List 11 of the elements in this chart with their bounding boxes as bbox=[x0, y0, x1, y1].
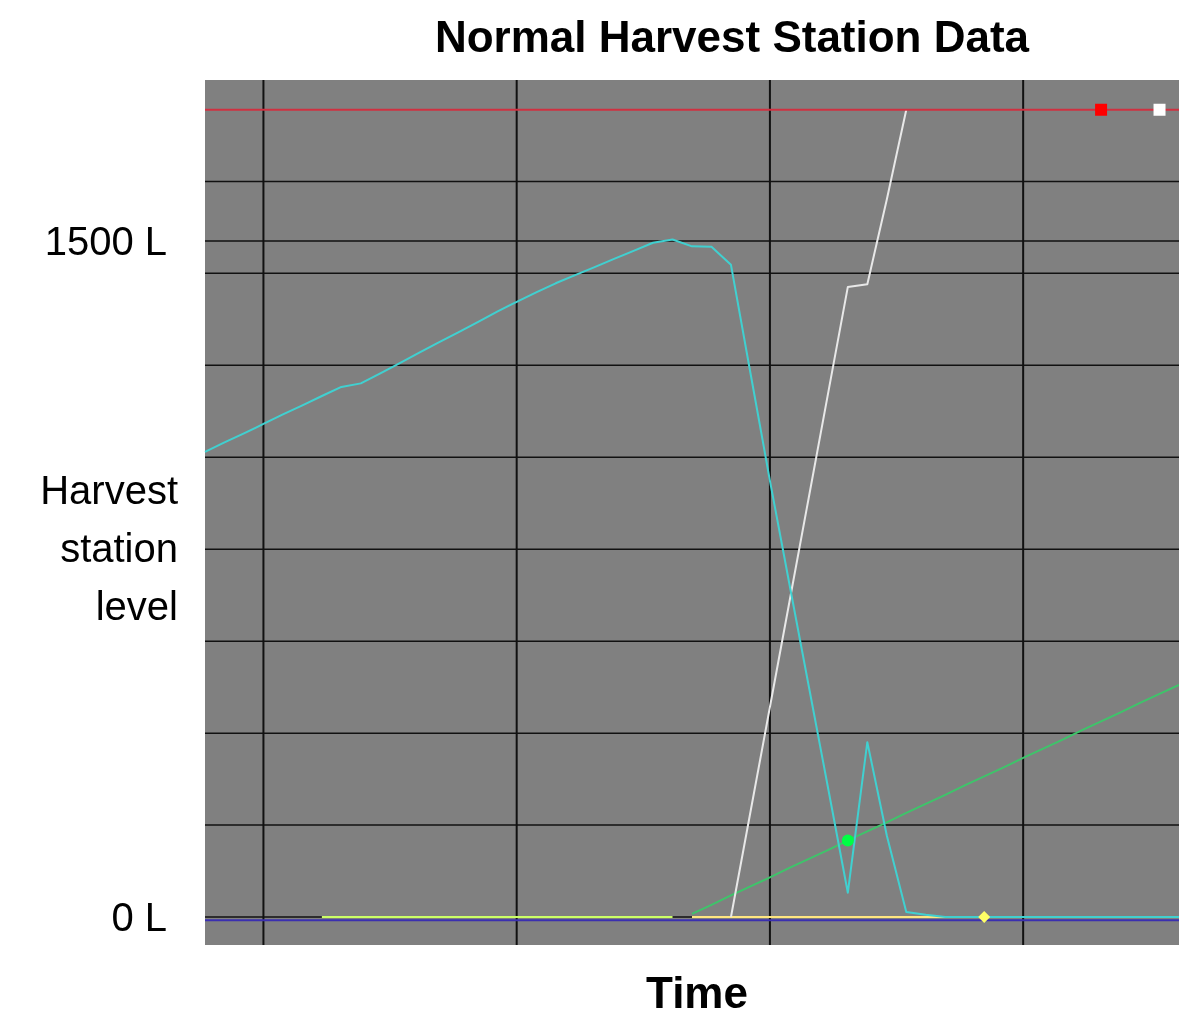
y-axis-title: Harvest station level bbox=[40, 468, 178, 628]
point bbox=[1153, 103, 1166, 116]
line-series bbox=[729, 108, 908, 919]
point bbox=[978, 911, 991, 924]
line-series bbox=[691, 683, 1179, 915]
y-tick-label: 0 L bbox=[111, 895, 167, 940]
point bbox=[1095, 103, 1108, 116]
chart-title: Normal Harvest Station Data bbox=[434, 12, 1030, 61]
point bbox=[841, 834, 854, 847]
y-tick-label: 1500 L bbox=[44, 218, 167, 263]
x-axis-title: Time bbox=[646, 968, 748, 1012]
